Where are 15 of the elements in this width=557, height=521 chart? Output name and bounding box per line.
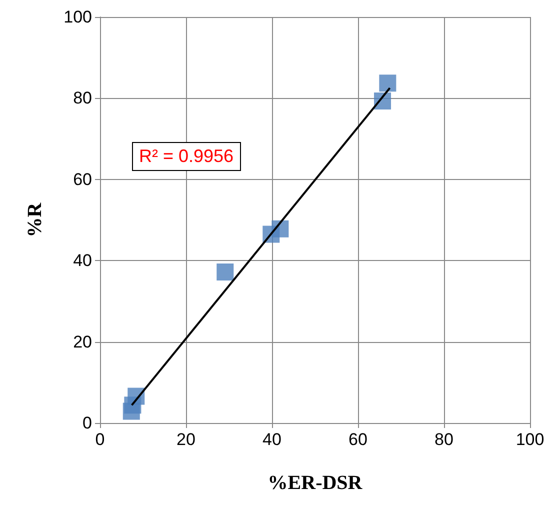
- y-tick-label: 40: [73, 251, 92, 270]
- x-tick-label: 80: [434, 430, 454, 449]
- annotation: R² = 0.9956: [132, 142, 241, 171]
- y-tick-label: 60: [73, 170, 92, 189]
- x-tick-label: 0: [95, 430, 105, 449]
- x-axis-title: %ER-DSR: [268, 472, 363, 494]
- x-tick-label: 60: [348, 430, 368, 449]
- y-axis-title: %R: [24, 202, 46, 238]
- x-tick-label: 20: [176, 430, 196, 449]
- y-tick-label: 100: [64, 8, 92, 26]
- y-tick-label: 80: [73, 88, 92, 108]
- x-tick-label: 100: [516, 430, 544, 449]
- x-tick-label: 40: [262, 430, 282, 449]
- y-tick-label: 0: [82, 414, 92, 432]
- y-tick-label: 20: [73, 332, 92, 352]
